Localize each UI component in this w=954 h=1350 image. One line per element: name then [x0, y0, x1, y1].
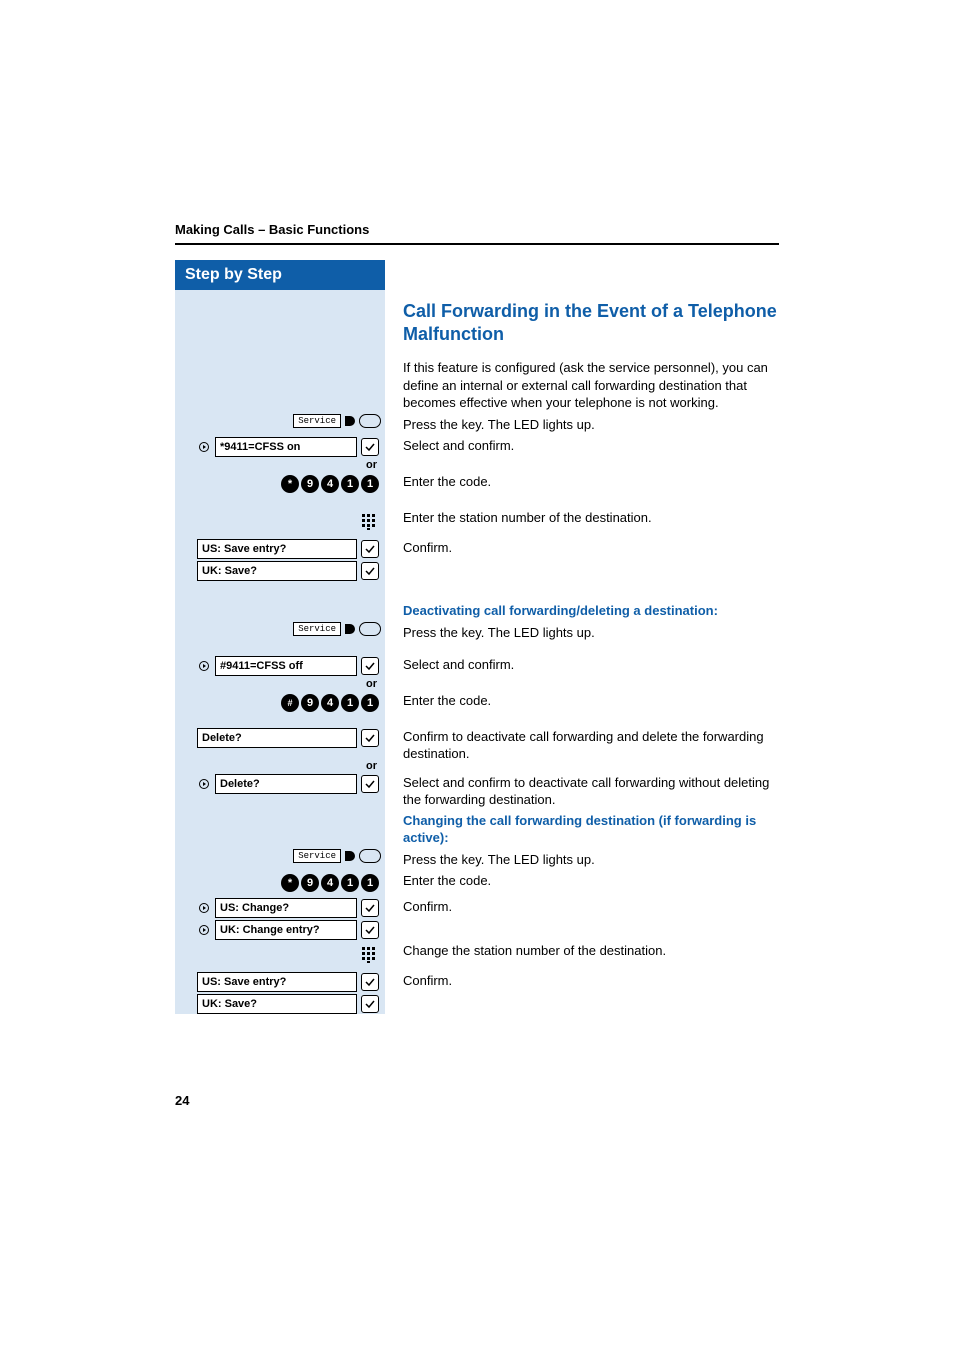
left-column: Step by Step [175, 260, 385, 290]
step-text: Select and confirm. [403, 657, 514, 672]
step-text: Press the key. The LED lights up. [403, 852, 595, 867]
display-text: US: Save entry? [197, 539, 357, 559]
scroll-marker-icon [197, 440, 211, 454]
display-save-us: US: Save entry? [175, 539, 385, 559]
service-label: Service [293, 849, 341, 863]
key-9: 9 [301, 874, 319, 892]
key-1b: 1 [361, 694, 379, 712]
display-save-uk: UK: Save? [175, 561, 385, 581]
scroll-marker-icon [197, 659, 211, 673]
header-title: Making Calls – Basic Functions [175, 222, 779, 245]
service-key-indicator: Service [175, 414, 385, 428]
keypad-icon [361, 513, 379, 531]
display-text: #9411=CFSS off [215, 656, 357, 676]
display-change-uk: UK: Change entry? [175, 920, 385, 940]
step-text: Confirm. [403, 899, 452, 914]
step-text: Confirm. [403, 540, 452, 555]
step-text: Confirm. [403, 973, 452, 988]
key-hash: # [281, 694, 299, 712]
or-label: or [175, 459, 385, 471]
confirm-check-icon [361, 775, 379, 793]
display-cfss-on: *9411=CFSS on [175, 437, 385, 457]
display-save-uk-2: UK: Save? [175, 994, 385, 1014]
confirm-check-icon [361, 921, 379, 939]
display-text: US: Change? [215, 898, 357, 918]
key-4: 4 [321, 694, 339, 712]
display-text: Delete? [197, 728, 357, 748]
confirm-check-icon [361, 562, 379, 580]
key-1a: 1 [341, 694, 359, 712]
confirm-check-icon [361, 438, 379, 456]
step-text: Change the station number of the destina… [403, 943, 666, 958]
scroll-marker-icon [197, 923, 211, 937]
code-keys-hash: # 9 4 1 1 [175, 690, 385, 716]
display-text: UK: Save? [197, 994, 357, 1014]
code-keys-star: * 9 4 1 1 [175, 870, 385, 896]
page-number: 24 [175, 1093, 189, 1108]
display-text: UK: Change entry? [215, 920, 357, 940]
step-text: Select and confirm. [403, 438, 514, 453]
display-delete-scroll: Delete? [175, 774, 385, 794]
led-icon [345, 416, 355, 426]
confirm-check-icon [361, 995, 379, 1013]
step-text: Confirm to deactivate call forwarding an… [403, 729, 764, 762]
or-label: or [175, 678, 385, 690]
confirm-check-icon [361, 973, 379, 991]
display-text: UK: Save? [197, 561, 357, 581]
service-label: Service [293, 414, 341, 428]
page-header: Making Calls – Basic Functions [175, 222, 779, 245]
or-label: or [175, 760, 385, 772]
layout-table: Step by Step Call Forwarding in the Even… [175, 260, 779, 1014]
step-text: Press the key. The LED lights up. [403, 625, 595, 640]
step-text: Select and confirm to deactivate call fo… [403, 775, 769, 808]
step-text: Enter the code. [403, 873, 491, 888]
keypad-icon [361, 946, 379, 964]
code-keys-star: * 9 4 1 1 [175, 471, 385, 497]
step-text: Enter the code. [403, 693, 491, 708]
confirm-check-icon [361, 729, 379, 747]
key-4: 4 [321, 475, 339, 493]
key-1a: 1 [341, 475, 359, 493]
display-text: *9411=CFSS on [215, 437, 357, 457]
display-text: Delete? [215, 774, 357, 794]
confirm-check-icon [361, 657, 379, 675]
key-button-icon [359, 414, 381, 428]
display-text: US: Save entry? [197, 972, 357, 992]
display-cfss-off: #9411=CFSS off [175, 656, 385, 676]
service-key-indicator: Service [175, 849, 385, 863]
step-text: Enter the code. [403, 474, 491, 489]
step-text: Press the key. The LED lights up. [403, 417, 595, 432]
service-key-indicator: Service [175, 622, 385, 636]
key-button-icon [359, 622, 381, 636]
led-icon [345, 624, 355, 634]
display-delete: Delete? [175, 728, 385, 748]
service-label: Service [293, 622, 341, 636]
display-save-us-2: US: Save entry? [175, 972, 385, 992]
page: Making Calls – Basic Functions Step by S… [0, 0, 954, 1350]
deactivate-heading: Deactivating call forwarding/deleting a … [403, 603, 779, 620]
scroll-marker-icon [197, 901, 211, 915]
led-icon [345, 851, 355, 861]
key-1a: 1 [341, 874, 359, 892]
key-star: * [281, 874, 299, 892]
keypad-indicator [175, 940, 385, 970]
display-change-us: US: Change? [175, 898, 385, 918]
key-1b: 1 [361, 475, 379, 493]
content-area: Step by Step Call Forwarding in the Even… [175, 260, 779, 1014]
section-title: Call Forwarding in the Event of a Teleph… [403, 300, 779, 345]
step-text: Enter the station number of the destinat… [403, 510, 652, 525]
intro-paragraph: If this feature is configured (ask the s… [403, 359, 779, 412]
confirm-check-icon [361, 899, 379, 917]
change-heading: Changing the call forwarding destination… [403, 813, 779, 847]
keypad-indicator [175, 507, 385, 537]
key-9: 9 [301, 475, 319, 493]
scroll-marker-icon [197, 777, 211, 791]
confirm-check-icon [361, 540, 379, 558]
key-1b: 1 [361, 874, 379, 892]
step-by-step-header: Step by Step [175, 260, 385, 290]
key-star: * [281, 475, 299, 493]
key-4: 4 [321, 874, 339, 892]
key-button-icon [359, 849, 381, 863]
key-9: 9 [301, 694, 319, 712]
